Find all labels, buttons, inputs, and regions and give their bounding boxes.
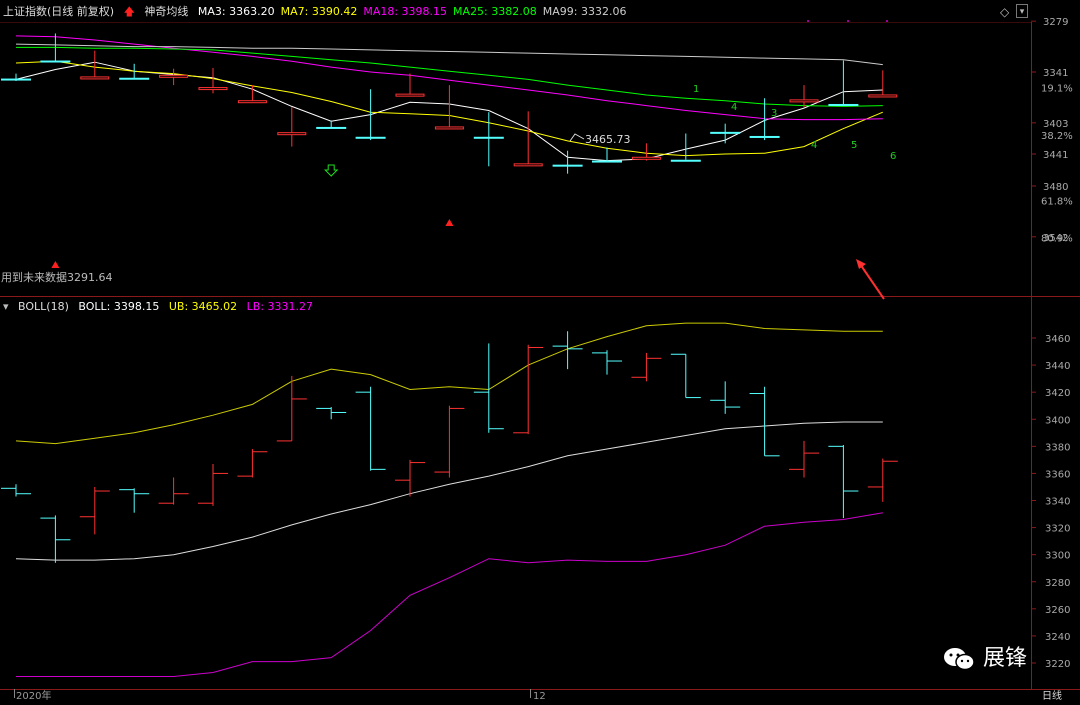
count-mark: 3: [771, 108, 777, 119]
boll-tick-label: 3420: [1045, 388, 1070, 399]
count-mark: 5: [851, 140, 857, 151]
high-price-label: 3465.73: [585, 133, 631, 146]
count-mark: 1: [693, 84, 699, 95]
boll-value: BOLL: 3398.15: [78, 300, 160, 313]
boll-tick-label: 3320: [1045, 524, 1070, 535]
watermark: 展锋: [942, 640, 1027, 672]
candle-body: [473, 136, 504, 139]
candle-body: [119, 77, 150, 80]
ma-line-ma99: [15, 43, 883, 66]
year-label: 2020年: [16, 691, 52, 702]
low-price-label: 用到未来数据3291.64: [1, 270, 113, 284]
ma-line-ma25: [16, 46, 883, 107]
fib-tick-label: 19.1%: [1041, 83, 1073, 94]
sell-arrow-icon: [323, 164, 339, 177]
boll-tick-label: 3360: [1045, 469, 1070, 480]
count-mark: 6: [890, 151, 896, 162]
up-arrow-icon: 🡅: [123, 5, 135, 18]
wechat-icon: [942, 647, 976, 671]
ma-label-4: MA99: 3332.06: [542, 5, 627, 18]
boll-tick-label: 3440: [1045, 361, 1070, 372]
candle-body: [592, 160, 622, 163]
candle-body: [159, 74, 189, 78]
upper-header: 上证指数(日线 前复权) 🡅 神奇均线 MA3: 3363.20 MA7: 339…: [0, 1, 638, 23]
boll-tick-label: 3460: [1045, 334, 1070, 345]
watermark-text: 展锋: [983, 646, 1028, 671]
chevron-down-icon[interactable]: ▾: [3, 300, 9, 313]
candle-body: [237, 100, 267, 104]
candle-body: [828, 103, 859, 106]
candle-body: [80, 76, 110, 80]
candle-body: [670, 159, 701, 162]
indicator-dot: [886, 20, 888, 22]
count-mark: 4: [731, 102, 737, 113]
indicator-name[interactable]: 神奇均线: [144, 5, 189, 18]
ma-labels: MA3: 3363.20 MA7: 3390.42 MA18: 3398.15 MA2…: [198, 5, 633, 18]
candle-body: [316, 126, 347, 129]
candle-body: [631, 156, 661, 160]
candle-body: [395, 93, 425, 97]
boll-tick-label: 3380: [1045, 442, 1070, 453]
fib-tick-label: 38.2%: [1041, 131, 1073, 142]
price-tick-label: 3480: [1043, 182, 1068, 193]
boll-tick-label: 3300: [1045, 551, 1070, 562]
candle-body: [40, 60, 71, 63]
ma-label-0: MA3: 3363.20: [197, 5, 275, 18]
fib-tick-label: 61.8%: [1041, 197, 1073, 208]
buy-arrow-icon: [445, 219, 454, 226]
price-tick-label: 3403: [1043, 119, 1068, 130]
boll-line-boll: [15, 421, 883, 561]
lb-value: LB: 3331.27: [246, 300, 314, 313]
candle-body: [552, 164, 583, 167]
month-label: 12: [533, 691, 546, 702]
candle-body: [277, 132, 307, 136]
candle-body: [198, 87, 228, 91]
index-name[interactable]: 上证指数(日线 前复权): [3, 5, 115, 18]
candle-body: [513, 163, 543, 167]
price-tick-label: 3341: [1043, 68, 1068, 79]
boll-tick-label: 3260: [1045, 605, 1070, 616]
period-label[interactable]: 日线: [1042, 691, 1062, 702]
collapse-button[interactable]: ▾: [1016, 4, 1028, 18]
candle-body: [789, 99, 819, 103]
price-tick-label: 3542: [1043, 233, 1068, 244]
annotation-arrowhead: [856, 259, 866, 269]
annotation-arrow: [859, 263, 885, 300]
candle-body: [749, 135, 780, 138]
price-tick-label: 3279: [1043, 17, 1068, 28]
boll-line-ub: [15, 322, 883, 445]
boll-tick-label: 3280: [1045, 578, 1070, 589]
buy-arrow-icon: [51, 261, 60, 268]
candle-body: [1, 78, 31, 81]
candle-body: [434, 126, 464, 130]
lower-header: ▾ BOLL(18) BOLL: 3398.15 UB: 3465.02 LB:…: [0, 296, 319, 318]
indicator-dot: [807, 20, 809, 22]
candle-body: [868, 94, 898, 98]
ma-label-1: MA7: 3390.42: [280, 5, 358, 18]
boll-tick-label: 3400: [1045, 415, 1070, 426]
candle-body: [355, 136, 386, 139]
ma-label-2: MA18: 3398.15: [363, 5, 448, 18]
boll-tick-label: 3220: [1045, 659, 1070, 670]
ma-label-3: MA25: 3382.08: [453, 5, 537, 18]
boll-tick-label: 3240: [1045, 632, 1070, 643]
indicator-dot: [847, 20, 849, 22]
candle-body: [710, 131, 741, 134]
ub-value: UB: 3465.02: [168, 300, 238, 313]
fib-tick-label: 80.9%: [1041, 233, 1073, 244]
price-tick-label: 3441: [1043, 150, 1068, 161]
boll-line-lb: [16, 512, 883, 677]
boll-tick-label: 3340: [1045, 497, 1070, 508]
boll-indicator-name[interactable]: BOLL(18): [18, 300, 69, 313]
diamond-icon[interactable]: ◇: [1000, 5, 1010, 19]
high-pointer: [569, 133, 585, 142]
count-mark: 4: [811, 140, 817, 151]
